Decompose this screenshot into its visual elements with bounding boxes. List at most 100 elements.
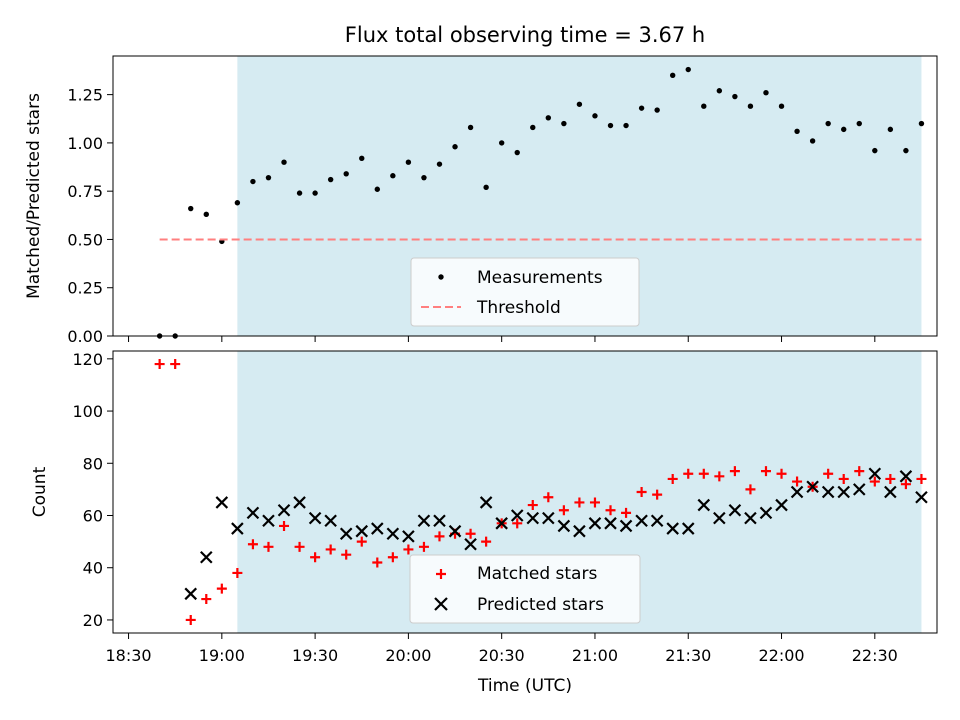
legend-predicted-label: Predicted stars (477, 595, 604, 615)
predicted-point (666, 522, 679, 535)
x-tick-label: 20:00 (385, 646, 431, 665)
measurement-point (747, 103, 754, 109)
predicted-point (371, 522, 384, 535)
y-tick-label: 0.25 (67, 279, 103, 298)
matched-point (698, 468, 709, 479)
predicted-point (417, 514, 431, 527)
top-series-layer (156, 66, 925, 339)
matched-point (372, 557, 383, 568)
predicted-point (262, 514, 275, 527)
matched-point (729, 466, 740, 477)
measurement-point (669, 72, 676, 79)
predicted-point (277, 504, 291, 517)
matched-point (185, 614, 196, 625)
bottom-y-ticks: 20 40 60 80 100 120 (72, 350, 113, 630)
legend-threshold-label: Threshold (476, 298, 561, 318)
measurement-point (483, 184, 489, 191)
matched-point (792, 476, 803, 487)
predicted-point (324, 514, 337, 527)
measurement-point (405, 159, 412, 165)
matched-point (916, 473, 927, 484)
x-axis-label: Time (UTC) (477, 676, 572, 696)
predicted-point (619, 519, 633, 533)
matched-point (776, 468, 787, 479)
legend-matched-label: Matched stars (477, 564, 597, 584)
predicted-point (464, 537, 477, 551)
x-tick-label: 22:00 (758, 646, 804, 665)
measurement-point (514, 149, 520, 156)
measurement-point (592, 113, 598, 119)
matched-point (279, 520, 290, 531)
measurement-point (436, 161, 443, 167)
predicted-point (200, 551, 213, 564)
y-tick-label: 60 (83, 507, 103, 526)
matched-point (714, 471, 725, 482)
measurement-point (685, 66, 691, 73)
legend-measurements-label: Measurements (477, 268, 603, 288)
measurement-point (421, 174, 427, 181)
matched-point (247, 539, 258, 550)
measurement-point (856, 120, 862, 127)
predicted-point (308, 511, 322, 525)
predicted-point (573, 524, 586, 538)
measurement-point (716, 88, 723, 94)
matched-point (201, 594, 212, 605)
legend-matched-marker (436, 569, 446, 579)
predicted-point (231, 522, 244, 535)
measurement-point (498, 140, 505, 146)
predicted-point (246, 506, 260, 520)
predicted-point (433, 514, 446, 527)
matched-point (605, 505, 616, 516)
measurement-point (327, 176, 334, 183)
predicted-point (868, 467, 882, 480)
predicted-point (837, 485, 850, 499)
predicted-point (775, 498, 788, 512)
predicted-point (215, 496, 229, 509)
matched-point (154, 359, 165, 370)
y-tick-label: 40 (83, 559, 103, 578)
matched-point (465, 528, 476, 539)
matched-point (356, 536, 367, 547)
y-tick-label: 0.50 (67, 230, 103, 249)
bottom-y-axis-label: Count (30, 466, 50, 517)
y-tick-label: 120 (72, 350, 103, 369)
x-tick-label: 19:30 (292, 646, 338, 665)
matched-point (621, 507, 632, 518)
predicted-point (448, 524, 462, 538)
measurement-point (343, 171, 349, 177)
predicted-point (806, 480, 819, 494)
measurement-point (872, 147, 878, 154)
matched-point (310, 552, 321, 563)
predicted-point (184, 587, 198, 601)
predicted-point (884, 485, 897, 499)
matched-point (823, 468, 834, 479)
y-tick-label: 0.75 (67, 182, 103, 201)
measurement-point (623, 122, 629, 129)
measurement-point (763, 89, 769, 96)
measurement-point (794, 128, 800, 135)
predicted-point (915, 490, 928, 504)
measurement-point (467, 124, 474, 131)
bottom-legend-box (409, 554, 641, 624)
y-tick-label: 20 (83, 611, 103, 630)
matched-point (854, 466, 865, 477)
matched-point (574, 497, 585, 508)
predicted-point (852, 483, 866, 496)
predicted-point (402, 530, 415, 543)
predicted-point (557, 519, 571, 533)
y-tick-label: 100 (72, 402, 103, 421)
top-y-ticks: 0.00 0.25 0.50 0.75 1.00 1.25 (67, 86, 113, 346)
predicted-point (899, 470, 913, 483)
chart-title: Flux total observing time = 3.67 h (345, 23, 705, 47)
legend-predicted-marker (434, 597, 448, 611)
measurement-point (887, 126, 894, 133)
matched-point (481, 536, 492, 547)
predicted-point (339, 527, 353, 541)
predicted-point (542, 511, 555, 525)
top-axes-frame (112, 55, 938, 337)
matched-point (885, 473, 896, 484)
predicted-point (386, 527, 400, 541)
matched-point (745, 484, 756, 495)
predicted-point (635, 514, 648, 527)
top-legend-box (410, 257, 640, 327)
